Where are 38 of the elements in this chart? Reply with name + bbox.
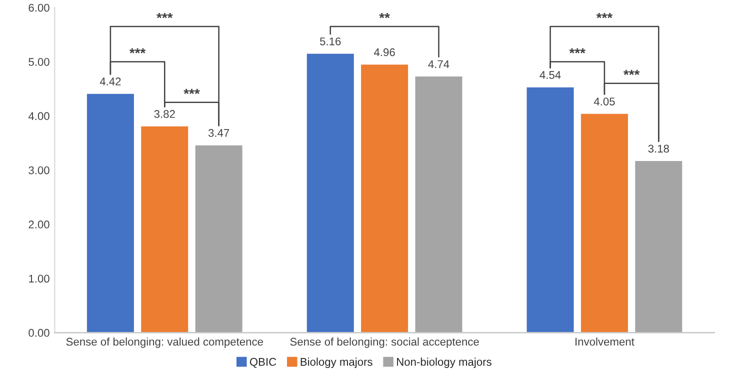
legend-label: Biology majors bbox=[300, 358, 372, 368]
annotation: *** bbox=[156, 13, 173, 18]
x-tick-label: Sense of belonging: valued competence bbox=[66, 338, 263, 348]
y-tick-label: 0.00 bbox=[28, 328, 50, 337]
annotation: *** bbox=[129, 48, 146, 54]
data-label: 3.18 bbox=[648, 144, 669, 153]
annotation: *** bbox=[596, 13, 613, 18]
bar bbox=[414, 75, 464, 333]
annotation: *** bbox=[184, 88, 200, 94]
x-tick-label: Sense of belonging: social acceptence bbox=[290, 338, 479, 348]
bar bbox=[360, 63, 410, 333]
bar bbox=[305, 52, 356, 333]
bar bbox=[140, 124, 190, 333]
annotation: ** bbox=[379, 13, 390, 18]
bar bbox=[580, 112, 630, 333]
data-label: 4.42 bbox=[100, 78, 121, 86]
legend-label: Non-biology majors bbox=[397, 358, 492, 368]
bar bbox=[194, 144, 244, 333]
y-tick-label: 6.00 bbox=[28, 4, 50, 12]
data-label: 3.47 bbox=[208, 129, 230, 137]
data-label: 4.74 bbox=[428, 60, 450, 68]
y-tick-label: 5.00 bbox=[28, 58, 50, 66]
bar bbox=[86, 92, 136, 333]
y-tick-label: 1.00 bbox=[29, 274, 50, 283]
data-label: 4.05 bbox=[594, 98, 615, 106]
y-tick-label: 4.00 bbox=[28, 112, 50, 120]
annotation: *** bbox=[569, 48, 586, 54]
legend-label: QBIC bbox=[250, 358, 276, 368]
data-label: 3.82 bbox=[154, 110, 175, 118]
y-tick-label: 3.00 bbox=[28, 166, 50, 174]
data-label: 4.96 bbox=[374, 48, 395, 56]
data-label: 5.16 bbox=[320, 37, 341, 46]
bar bbox=[525, 86, 576, 333]
data-label: 4.54 bbox=[540, 71, 561, 79]
y-tick-label: 2.00 bbox=[28, 220, 50, 228]
bar bbox=[634, 160, 684, 333]
x-tick-label: Involvement bbox=[576, 338, 634, 346]
annotation: *** bbox=[623, 70, 640, 76]
